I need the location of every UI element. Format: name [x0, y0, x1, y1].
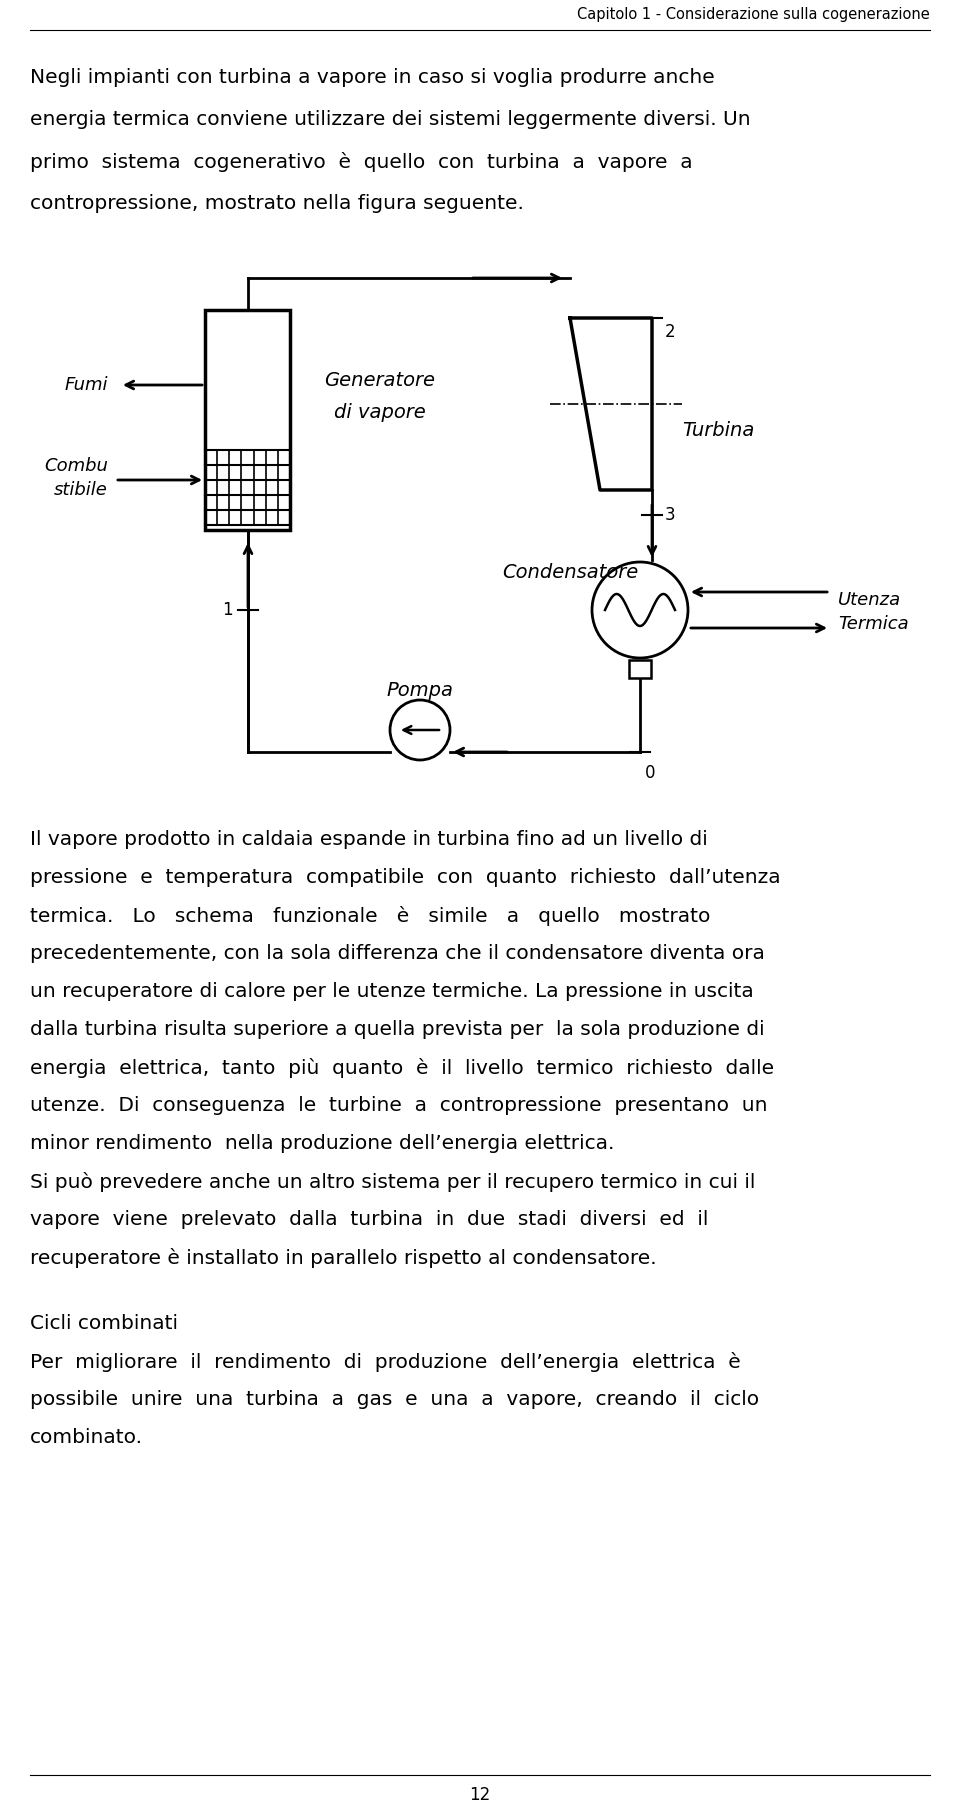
Text: dalla turbina risulta superiore a quella prevista per  la sola produzione di: dalla turbina risulta superiore a quella… [30, 1019, 764, 1039]
Text: vapore  viene  prelevato  dalla  turbina  in  due  stadi  diversi  ed  il: vapore viene prelevato dalla turbina in … [30, 1210, 708, 1230]
Text: Capitolo 1 - Considerazione sulla cogenerazione: Capitolo 1 - Considerazione sulla cogene… [577, 7, 930, 22]
Text: Cicli combinati: Cicli combinati [30, 1313, 178, 1333]
Polygon shape [570, 317, 652, 490]
Text: Combu: Combu [44, 457, 108, 475]
Text: Il vapore prodotto in caldaia espande in turbina fino ad un livello di: Il vapore prodotto in caldaia espande in… [30, 831, 708, 849]
Text: recuperatore è installato in parallelo rispetto al condensatore.: recuperatore è installato in parallelo r… [30, 1248, 657, 1268]
Text: energia  elettrica,  tanto  più  quanto  è  il  livello  termico  richiesto  dal: energia elettrica, tanto più quanto è il… [30, 1058, 774, 1078]
Text: 0: 0 [645, 764, 656, 782]
Text: pressione  e  temperatura  compatibile  con  quanto  richiesto  dall’utenza: pressione e temperatura compatibile con … [30, 869, 780, 887]
Text: termica.   Lo   schema   funzionale   è   simile   a   quello   mostrato: termica. Lo schema funzionale è simile a… [30, 905, 710, 925]
Text: 2: 2 [665, 323, 676, 341]
Text: Condensatore: Condensatore [502, 562, 638, 582]
Text: Fumi: Fumi [64, 375, 108, 394]
Text: Per  migliorare  il  rendimento  di  produzione  dell’energia  elettrica  è: Per migliorare il rendimento di produzio… [30, 1351, 741, 1371]
Text: Negli impianti con turbina a vapore in caso si voglia produrre anche: Negli impianti con turbina a vapore in c… [30, 67, 715, 87]
Text: contropressione, mostrato nella figura seguente.: contropressione, mostrato nella figura s… [30, 194, 524, 212]
Bar [629, 660, 651, 678]
Text: Termica: Termica [838, 615, 908, 633]
Text: possibile  unire  una  turbina  a  gas  e  una  a  vapore,  creando  il  ciclo: possibile unire una turbina a gas e una … [30, 1390, 759, 1409]
Circle shape [592, 562, 688, 658]
Text: stibile: stibile [54, 481, 108, 499]
Text: energia termica conviene utilizzare dei sistemi leggermente diversi. Un: energia termica conviene utilizzare dei … [30, 111, 751, 129]
Text: di vapore: di vapore [334, 403, 426, 423]
Text: Turbina: Turbina [682, 421, 755, 439]
Text: primo  sistema  cogenerativo  è  quello  con  turbina  a  vapore  a: primo sistema cogenerativo è quello con … [30, 152, 692, 172]
Text: precedentemente, con la sola differenza che il condensatore diventa ora: precedentemente, con la sola differenza … [30, 943, 765, 963]
Text: combinato.: combinato. [30, 1428, 143, 1448]
Text: Si può prevedere anche un altro sistema per il recupero termico in cui il: Si può prevedere anche un altro sistema … [30, 1172, 756, 1192]
Text: 12: 12 [469, 1787, 491, 1803]
Text: un recuperatore di calore per le utenze termiche. La pressione in uscita: un recuperatore di calore per le utenze … [30, 981, 754, 1001]
Circle shape [390, 700, 450, 760]
Text: 1: 1 [223, 600, 233, 619]
Text: Pompa: Pompa [387, 680, 453, 700]
Text: Generatore: Generatore [324, 370, 436, 390]
Text: 3: 3 [665, 506, 676, 524]
Bar [205, 310, 290, 530]
Text: Utenza: Utenza [838, 591, 901, 610]
Text: minor rendimento  nella produzione dell’energia elettrica.: minor rendimento nella produzione dell’e… [30, 1134, 614, 1154]
Text: utenze.  Di  conseguenza  le  turbine  a  contropressione  presentano  un: utenze. Di conseguenza le turbine a cont… [30, 1096, 767, 1116]
